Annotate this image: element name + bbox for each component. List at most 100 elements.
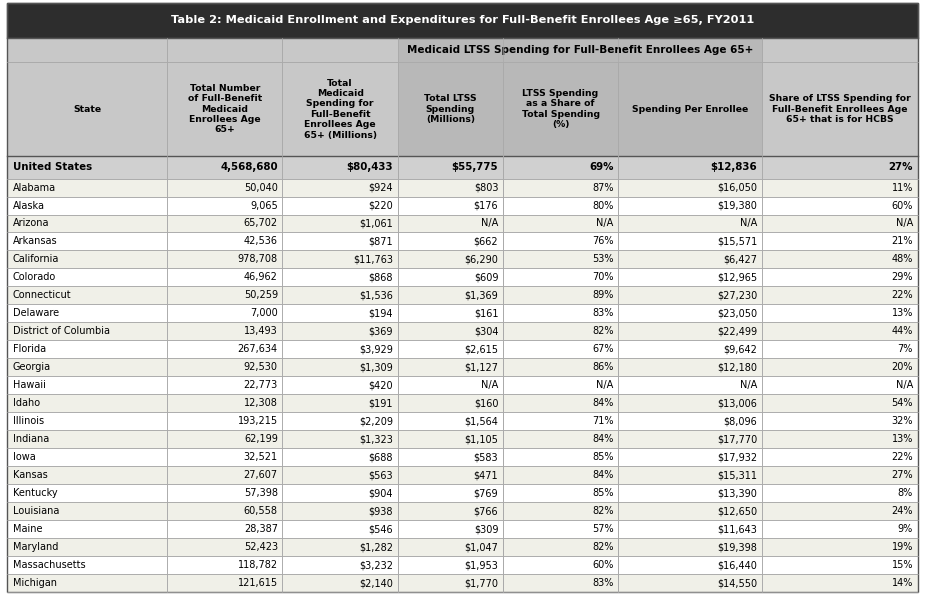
- Text: $191: $191: [369, 398, 393, 408]
- Bar: [282, 484, 398, 502]
- Bar: [282, 412, 398, 430]
- Bar: [398, 574, 503, 592]
- Bar: [7, 376, 167, 394]
- Bar: [167, 448, 282, 466]
- Bar: [618, 358, 762, 376]
- Bar: [762, 286, 918, 305]
- Text: 46,962: 46,962: [244, 273, 278, 283]
- Bar: [398, 286, 503, 305]
- Bar: [398, 502, 503, 520]
- Text: $17,770: $17,770: [717, 434, 758, 444]
- Bar: [762, 556, 918, 574]
- Bar: [282, 376, 398, 394]
- Text: 83%: 83%: [592, 578, 613, 588]
- Text: $55,775: $55,775: [451, 162, 499, 173]
- Text: Colorado: Colorado: [13, 273, 56, 283]
- Text: $3,232: $3,232: [359, 560, 393, 570]
- Bar: [282, 178, 398, 196]
- Text: State: State: [73, 105, 102, 114]
- Text: 50,040: 50,040: [244, 183, 278, 193]
- Text: 60,558: 60,558: [244, 506, 278, 516]
- Bar: [167, 196, 282, 215]
- Text: $1,127: $1,127: [464, 362, 499, 372]
- Bar: [7, 250, 167, 268]
- Bar: [398, 394, 503, 412]
- Text: 12,308: 12,308: [244, 398, 278, 408]
- Text: 50,259: 50,259: [243, 290, 278, 300]
- Bar: [282, 233, 398, 250]
- Bar: [503, 574, 618, 592]
- Text: 8%: 8%: [898, 488, 913, 498]
- Bar: [7, 305, 167, 322]
- Text: $803: $803: [474, 183, 499, 193]
- Text: Arkansas: Arkansas: [13, 236, 57, 246]
- Text: Total LTSS
Spending
(Millions): Total LTSS Spending (Millions): [424, 94, 476, 124]
- Bar: [282, 305, 398, 322]
- Bar: [618, 322, 762, 340]
- Bar: [503, 268, 618, 286]
- Bar: [618, 412, 762, 430]
- Text: N/A: N/A: [895, 218, 913, 228]
- Text: LTSS Spending
as a Share of
Total Spending
(%): LTSS Spending as a Share of Total Spendi…: [522, 89, 599, 129]
- Text: $2,140: $2,140: [359, 578, 393, 588]
- Text: $160: $160: [474, 398, 499, 408]
- Text: 20%: 20%: [892, 362, 913, 372]
- Text: Michigan: Michigan: [13, 578, 57, 588]
- Bar: [398, 520, 503, 538]
- Text: 92,530: 92,530: [244, 362, 278, 372]
- Bar: [167, 358, 282, 376]
- Text: 69%: 69%: [589, 162, 613, 173]
- Bar: [7, 538, 167, 556]
- Text: 27,607: 27,607: [243, 470, 278, 480]
- Bar: [503, 538, 618, 556]
- Text: 13%: 13%: [892, 434, 913, 444]
- Bar: [618, 556, 762, 574]
- Bar: [618, 484, 762, 502]
- Text: Maryland: Maryland: [13, 542, 58, 552]
- Bar: [503, 412, 618, 430]
- Text: Kentucky: Kentucky: [13, 488, 57, 498]
- Bar: [7, 268, 167, 286]
- Bar: [398, 268, 503, 286]
- Text: 22,773: 22,773: [243, 380, 278, 390]
- Bar: [618, 340, 762, 358]
- Text: Idaho: Idaho: [13, 398, 40, 408]
- Text: Hawaii: Hawaii: [13, 380, 46, 390]
- Text: $80,433: $80,433: [347, 162, 393, 173]
- Text: 19%: 19%: [892, 542, 913, 552]
- Text: $420: $420: [368, 380, 393, 390]
- Text: $769: $769: [474, 488, 499, 498]
- Text: N/A: N/A: [740, 380, 758, 390]
- Bar: [618, 305, 762, 322]
- Bar: [167, 178, 282, 196]
- Bar: [398, 250, 503, 268]
- Text: $688: $688: [369, 452, 393, 462]
- Text: California: California: [13, 255, 59, 264]
- Text: 27%: 27%: [889, 162, 913, 173]
- Bar: [503, 376, 618, 394]
- Bar: [282, 286, 398, 305]
- Bar: [167, 502, 282, 520]
- Bar: [7, 286, 167, 305]
- Text: $23,050: $23,050: [717, 308, 758, 318]
- Bar: [503, 233, 618, 250]
- Bar: [762, 37, 918, 62]
- Text: $194: $194: [369, 308, 393, 318]
- Bar: [282, 340, 398, 358]
- Bar: [503, 394, 618, 412]
- Text: 84%: 84%: [592, 470, 613, 480]
- Bar: [7, 430, 167, 448]
- Text: 85%: 85%: [592, 452, 613, 462]
- Text: $471: $471: [474, 470, 499, 480]
- Bar: [503, 215, 618, 233]
- Bar: [762, 322, 918, 340]
- Bar: [503, 250, 618, 268]
- Bar: [7, 37, 167, 62]
- Text: $369: $369: [369, 326, 393, 336]
- Bar: [7, 574, 167, 592]
- Text: $609: $609: [474, 273, 499, 283]
- Bar: [398, 340, 503, 358]
- Bar: [167, 556, 282, 574]
- Bar: [167, 37, 282, 62]
- Bar: [503, 358, 618, 376]
